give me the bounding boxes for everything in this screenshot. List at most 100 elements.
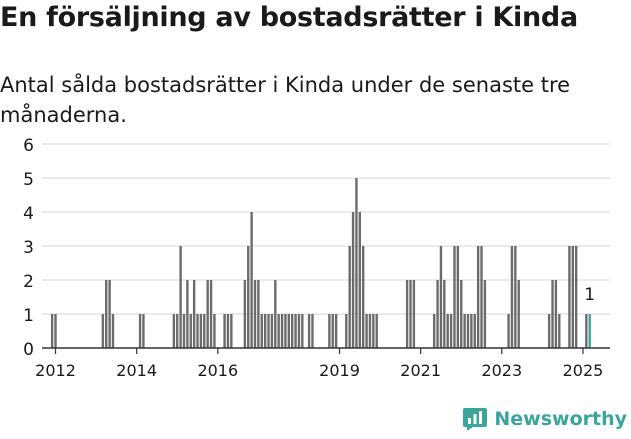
x-tick-label: 2019 [319, 361, 360, 380]
bar [510, 246, 514, 348]
bar [372, 314, 375, 348]
bar [453, 246, 456, 348]
bar [466, 314, 470, 348]
bar [476, 246, 480, 348]
bar [291, 314, 294, 348]
bar [405, 280, 409, 348]
bar [483, 280, 487, 348]
bar [263, 314, 267, 348]
bar [358, 212, 361, 348]
bar [243, 280, 247, 348]
bar [284, 314, 287, 348]
bar [223, 314, 226, 348]
bar [297, 314, 301, 348]
bar [247, 246, 250, 348]
bar [365, 314, 368, 348]
x-tick-label: 2025 [563, 361, 604, 380]
x-tick-label: 2016 [197, 361, 238, 380]
y-tick-label: 4 [23, 204, 34, 224]
bar [348, 246, 351, 348]
bar [362, 246, 365, 348]
y-tick-label: 6 [23, 136, 34, 156]
bar [554, 280, 558, 348]
grid-layer [42, 143, 610, 315]
bar [267, 314, 270, 348]
bar [301, 314, 304, 348]
bar [108, 280, 111, 348]
bar [463, 314, 466, 348]
bar [230, 314, 233, 348]
bar [449, 314, 453, 348]
bar [331, 314, 334, 348]
bar [328, 314, 331, 348]
x-tick-label: 2021 [400, 361, 441, 380]
bar [253, 280, 257, 348]
bar [199, 314, 203, 348]
bar [307, 314, 311, 348]
bar [375, 314, 378, 348]
bar [270, 314, 274, 348]
bar [507, 314, 510, 348]
bar [105, 280, 108, 348]
bar [54, 314, 57, 348]
bar [260, 314, 263, 348]
bar [345, 314, 348, 348]
bar [203, 314, 206, 348]
bars-layer [50, 178, 591, 348]
bar [311, 314, 314, 348]
bar [182, 314, 186, 348]
bar [433, 314, 436, 348]
bar [480, 246, 483, 348]
y-tick-label: 5 [23, 170, 34, 190]
bar [575, 246, 578, 348]
bar [280, 314, 284, 348]
bar [473, 314, 476, 348]
bar [514, 246, 517, 348]
bar [277, 314, 280, 348]
bar [443, 280, 446, 348]
bar [355, 178, 358, 348]
x-tick-label: 2012 [35, 361, 76, 380]
y-tick-label: 0 [23, 340, 34, 360]
bar [111, 314, 115, 348]
y-tick-label: 3 [23, 238, 34, 258]
bar [250, 212, 253, 348]
bar [209, 280, 213, 348]
bar [334, 314, 338, 348]
bar [189, 314, 192, 348]
bar [585, 314, 588, 348]
y-tick-label: 2 [23, 272, 34, 292]
bar [226, 314, 230, 348]
newsworthy-logo: Newsworthy [462, 405, 627, 433]
bar [287, 314, 290, 348]
bar [568, 246, 571, 348]
bar [439, 246, 443, 348]
annotation-label: 1 [584, 285, 595, 305]
bar [412, 280, 416, 348]
bar [257, 280, 260, 348]
bar [558, 314, 561, 348]
bar [142, 314, 145, 348]
bar [274, 280, 277, 348]
bar [470, 314, 473, 348]
bar [409, 280, 412, 348]
bar [176, 314, 179, 348]
bar-chart: 0 1 2 3 4 5 6 1 2012 2014 2016 2019 2021 2023 2025 [23, 136, 610, 380]
bar [50, 314, 54, 348]
bar [294, 314, 297, 348]
bar [460, 280, 463, 348]
y-tick-label: 1 [23, 306, 34, 326]
bar [196, 314, 199, 348]
x-tick-label: 2014 [116, 361, 157, 380]
bar [436, 280, 439, 348]
newsworthy-icon [463, 408, 488, 431]
bar [192, 280, 196, 348]
page-title: En försäljning av bostadsrätter i Kinda [0, 2, 578, 33]
bar [588, 314, 591, 348]
bar [456, 246, 460, 348]
bar [368, 314, 372, 348]
bar [547, 314, 551, 348]
bar [206, 280, 209, 348]
bar [551, 280, 554, 348]
bar [172, 314, 176, 348]
